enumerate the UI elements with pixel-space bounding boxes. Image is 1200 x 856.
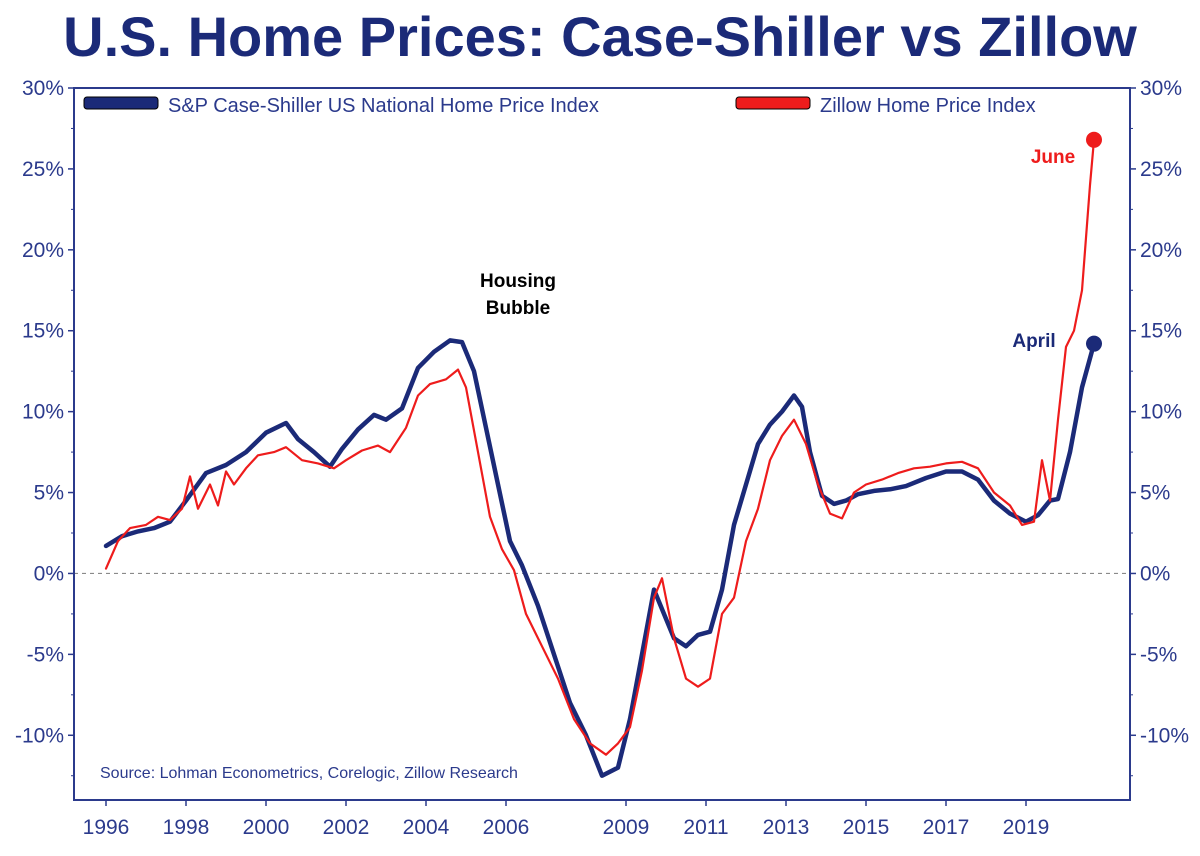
series-layer [103, 131, 1102, 778]
end-marker-zillow [1086, 131, 1102, 148]
y-tick-label-right: 15% [1140, 320, 1182, 343]
annotation-housing-bubble-line1: Housing [480, 271, 556, 292]
legend-label-case-shiller: S&P Case-Shiller US National Home Price … [168, 95, 599, 117]
x-tick-label: 2002 [323, 816, 370, 839]
y-tick-label-left: 15% [22, 320, 64, 343]
x-tick-label: 1998 [163, 816, 210, 839]
y-tick-label-right: 0% [1140, 562, 1170, 585]
y-tick-label-right: 25% [1140, 158, 1182, 181]
end-marker-case-shiller [1086, 335, 1102, 352]
plot-frame [73, 87, 1131, 801]
legend: S&P Case-Shiller US National Home Price … [83, 95, 1036, 117]
y-tick-label-right: -10% [1140, 724, 1189, 747]
axes-layer: 30% 30% 25% 25% 20% 20% 15% 15% 10% 10% 5% 5% 0% 0% -5… [15, 77, 1189, 839]
x-tick-label: 2004 [403, 816, 450, 839]
y-tick-label-left: 30% [22, 77, 64, 100]
y-tick-label-left: -10% [15, 724, 64, 747]
x-tick-label: 1996 [83, 816, 130, 839]
y-tick-label-right: 5% [1140, 482, 1170, 505]
x-tick-label: 2015 [843, 816, 890, 839]
legend-swatch-zillow [735, 96, 811, 110]
legend-swatch-case-shiller [83, 96, 159, 110]
y-tick-label-right: 30% [1140, 77, 1182, 100]
y-tick-label-right: 20% [1140, 239, 1182, 262]
series-line-case-shiller [103, 338, 1097, 778]
y-tick-label-right: -5% [1140, 643, 1177, 666]
x-tick-label: 2011 [683, 816, 728, 839]
annotation-april: April [1012, 331, 1055, 352]
legend-label-zillow: Zillow Home Price Index [820, 95, 1036, 117]
y-tick-label-left: 20% [22, 239, 64, 262]
y-tick-label-left: 10% [22, 401, 64, 424]
x-tick-label: 2017 [923, 816, 970, 839]
x-tick-label: 2009 [603, 816, 650, 839]
y-tick-label-left: 0% [34, 562, 64, 585]
y-tick-label-left: 25% [22, 158, 64, 181]
series-line-zillow [104, 138, 1096, 756]
y-tick-label-left: -5% [27, 643, 64, 666]
x-tick-label: 2019 [1003, 816, 1050, 839]
chart-title: U.S. Home Prices: Case-Shiller vs Zillow [63, 5, 1137, 68]
x-tick-label: 2006 [483, 816, 530, 839]
x-tick-label: 2000 [243, 816, 290, 839]
annotation-june: June [1031, 147, 1075, 168]
annotation-housing-bubble-line2: Bubble [486, 298, 550, 319]
y-tick-label-right: 10% [1140, 401, 1182, 424]
source-note: Source: Lohman Econometrics, Corelogic, … [100, 765, 518, 782]
annotations-layer: Housing Bubble June April [480, 147, 1075, 352]
y-tick-label-left: 5% [34, 482, 64, 505]
x-tick-label: 2013 [763, 816, 810, 839]
